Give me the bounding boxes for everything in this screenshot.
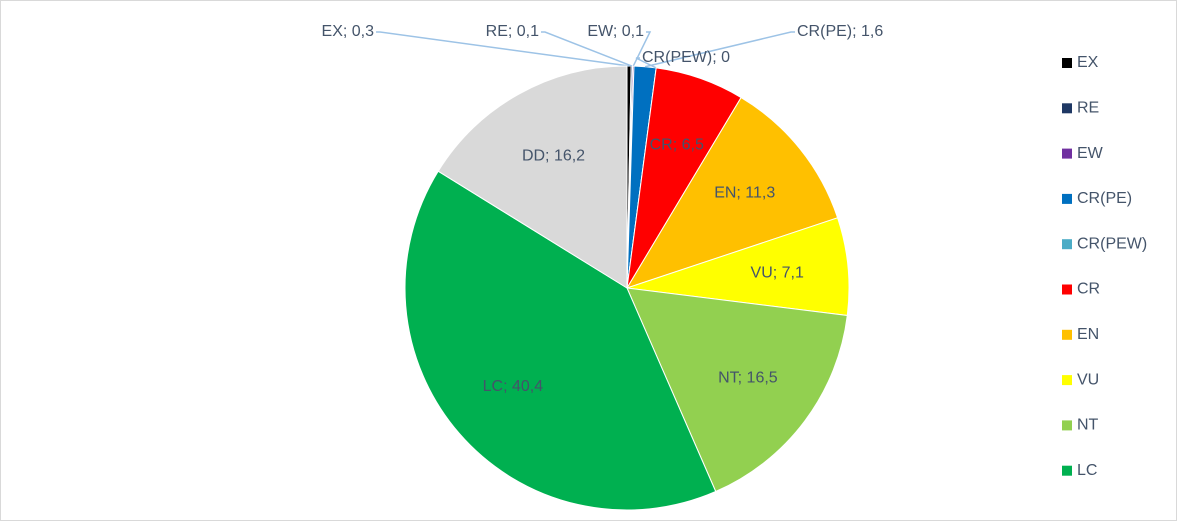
data-label: RE; 0,1 xyxy=(486,23,539,40)
data-label: EW; 0,1 xyxy=(587,23,644,40)
legend-label: EN xyxy=(1077,326,1099,343)
leader-line xyxy=(376,31,630,67)
legend-label: LC xyxy=(1077,462,1097,479)
pie-slice xyxy=(625,96,839,289)
legend-label: NT xyxy=(1077,417,1099,434)
data-label: NT; 16,5 xyxy=(718,370,778,387)
data-label: EX; 0,3 xyxy=(322,23,375,40)
pie-slice xyxy=(404,170,717,511)
legend-label: CR(PEW) xyxy=(1077,235,1147,252)
legend-swatch xyxy=(1062,148,1072,159)
legend-swatch xyxy=(1062,103,1072,114)
data-label: CR(PE); 1,6 xyxy=(797,23,883,40)
legend-swatch xyxy=(1062,465,1072,476)
legend-label: VU xyxy=(1077,371,1099,388)
legend-label: EX xyxy=(1077,54,1099,71)
legend-swatch xyxy=(1062,239,1072,250)
pie-slice xyxy=(437,65,628,289)
legend-label: CR(PE) xyxy=(1077,190,1132,207)
leader-line xyxy=(541,31,633,67)
data-label: DD; 16,2 xyxy=(522,147,585,164)
leader-line xyxy=(644,31,795,68)
legend-swatch xyxy=(1062,284,1072,295)
data-label: CR(PEW); 0 xyxy=(642,49,730,66)
legend-label: RE xyxy=(1077,100,1099,117)
data-label: LC; 40,4 xyxy=(483,378,544,395)
legend-label: EW xyxy=(1077,145,1104,162)
legend-swatch xyxy=(1062,329,1072,340)
data-label: VU; 7,1 xyxy=(751,264,804,281)
legend-swatch xyxy=(1062,420,1072,431)
pie-slice xyxy=(626,287,848,493)
legend-swatch xyxy=(1062,58,1072,68)
legend-swatch xyxy=(1062,193,1072,204)
legend-swatch xyxy=(1062,375,1072,386)
data-label: CR; 6,5 xyxy=(650,137,704,154)
data-label: EN; 11,3 xyxy=(714,185,775,202)
leader-line xyxy=(632,31,652,67)
leader-line xyxy=(635,57,657,69)
legend-label: CR xyxy=(1077,281,1100,298)
